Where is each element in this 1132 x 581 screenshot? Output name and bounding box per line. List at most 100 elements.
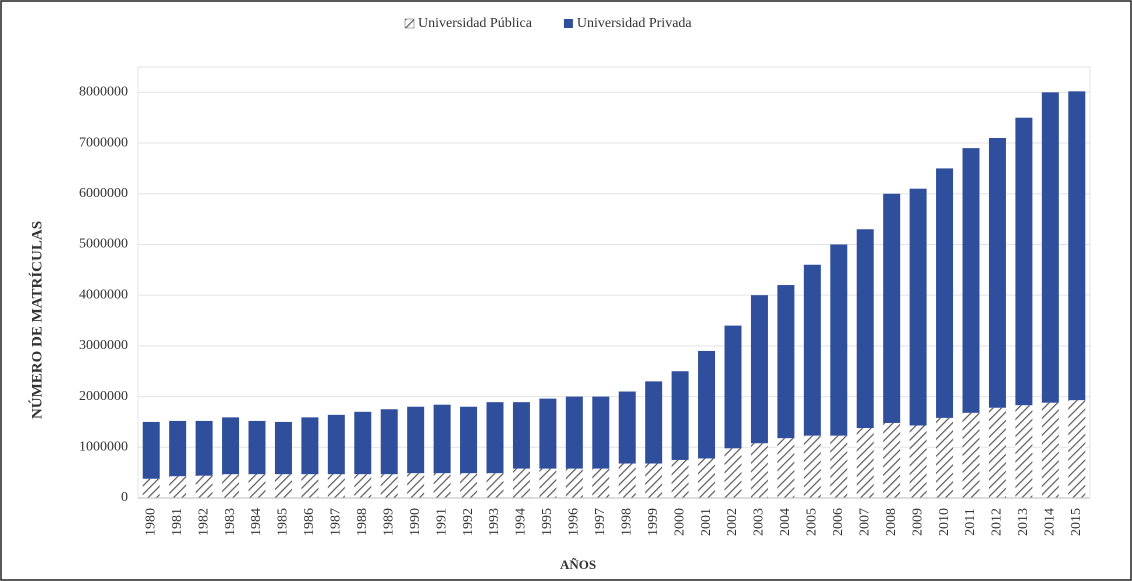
y-tick-label: 2000000: [79, 389, 128, 404]
bar-segment: [539, 468, 557, 498]
bar-segment: [645, 463, 663, 498]
bar-segment: [222, 417, 240, 475]
x-tick-label: 2007: [857, 508, 872, 536]
x-tick-label: 1996: [567, 508, 582, 536]
bar-segment: [301, 474, 319, 498]
bar-segment: [248, 420, 266, 475]
bar-segment: [274, 421, 292, 475]
bar-segment: [988, 407, 1006, 498]
x-tick-label: 1986: [302, 508, 317, 536]
x-tick-label: 2015: [1069, 508, 1084, 536]
bar-segment: [512, 402, 530, 469]
y-axis-title: NÚMERO DE MATRÍCULAS: [28, 221, 45, 419]
bar-segment: [1041, 402, 1059, 498]
bar-segment: [354, 411, 372, 475]
bar-segment: [1015, 405, 1033, 498]
bar-segment: [645, 381, 663, 464]
x-tick-label: 1984: [249, 508, 264, 536]
x-tick-label: 1983: [223, 508, 238, 536]
x-tick-label: 1992: [461, 508, 476, 536]
bar-segment: [909, 188, 927, 426]
bar-segment: [883, 422, 901, 498]
bar-segment: [1041, 92, 1059, 403]
y-tick-label: 4000000: [79, 287, 128, 302]
bar-segment: [830, 244, 848, 436]
y-tick-label: 3000000: [79, 338, 128, 353]
bar-segment: [698, 350, 716, 459]
bar-segment: [698, 458, 716, 498]
x-tick-label: 1990: [408, 508, 423, 536]
x-tick-label: 2001: [699, 508, 714, 536]
bar-segment: [460, 473, 478, 498]
x-tick-label: 2011: [963, 508, 978, 535]
y-tick-label: 0: [121, 490, 128, 505]
x-tick-label: 1994: [514, 508, 529, 536]
bar-segment: [856, 229, 874, 429]
bar-segment: [327, 414, 345, 475]
legend-swatch: [404, 18, 415, 29]
bar-segment: [909, 425, 927, 498]
x-tick-label: 1989: [381, 508, 396, 536]
bar-segment: [803, 264, 821, 436]
x-tick-label: 1981: [170, 508, 185, 536]
bar-segment: [592, 396, 610, 469]
bar-segment: [750, 295, 768, 444]
bar-segment: [169, 420, 187, 477]
x-tick-label: 2003: [752, 508, 767, 536]
bar-segment: [301, 417, 319, 475]
bar-segment: [433, 404, 451, 474]
bar-segment: [936, 417, 954, 498]
y-tick-label: 7000000: [79, 135, 128, 150]
bar-segment: [407, 473, 425, 498]
bar-segment: [936, 168, 954, 418]
x-tick-label: 1991: [434, 508, 449, 536]
x-tick-label: 1987: [329, 508, 344, 536]
bar-segment: [274, 474, 292, 498]
bar-segment: [407, 406, 425, 474]
bar-segment: [433, 473, 451, 498]
x-tick-label: 2014: [1043, 508, 1058, 536]
bar-segment: [618, 463, 636, 498]
bar-segment: [592, 468, 610, 498]
bar-segment: [856, 428, 874, 498]
y-tick-label: 5000000: [79, 237, 128, 252]
legend-label: Universidad Privada: [577, 16, 692, 31]
bar-segment: [724, 448, 742, 498]
x-tick-label: 1999: [646, 508, 661, 536]
bar-segment: [486, 473, 504, 498]
bar-segment: [1015, 117, 1033, 406]
bar-segment: [777, 438, 795, 498]
bar-segment: [750, 443, 768, 498]
bar-segment: [539, 398, 557, 469]
y-tick-label: 6000000: [79, 186, 128, 201]
x-tick-label: 2013: [1016, 508, 1031, 536]
bar-segment: [380, 409, 398, 475]
bar-segment: [486, 402, 504, 474]
bar-segment: [1068, 91, 1086, 401]
x-tick-label: 2006: [831, 508, 846, 536]
bar-segment: [195, 475, 213, 498]
bar-segment: [962, 412, 980, 498]
bar-segment: [512, 468, 530, 498]
x-axis-title: AÑOS: [560, 557, 596, 572]
x-tick-label: 1995: [540, 508, 555, 536]
bar-segment: [962, 148, 980, 413]
bar-segment: [142, 478, 160, 498]
x-tick-label: 2002: [725, 508, 740, 536]
bar-segment: [671, 371, 689, 460]
y-tick-label: 8000000: [79, 85, 128, 100]
bar-segment: [222, 474, 240, 498]
bar-segment: [565, 468, 583, 498]
bar-segment: [988, 137, 1006, 408]
bar-segment: [565, 396, 583, 469]
x-tick-label: 1985: [276, 508, 291, 536]
bar-segment: [618, 391, 636, 464]
x-tick-label: 1982: [196, 508, 211, 536]
bar-segment: [671, 459, 689, 498]
legend-swatch: [563, 19, 573, 28]
legend-label: Universidad Pública: [418, 16, 533, 31]
x-tick-label: 2010: [937, 508, 952, 536]
bar-segment: [830, 435, 848, 498]
bar-segment: [248, 474, 266, 498]
bar-segment: [142, 421, 160, 479]
